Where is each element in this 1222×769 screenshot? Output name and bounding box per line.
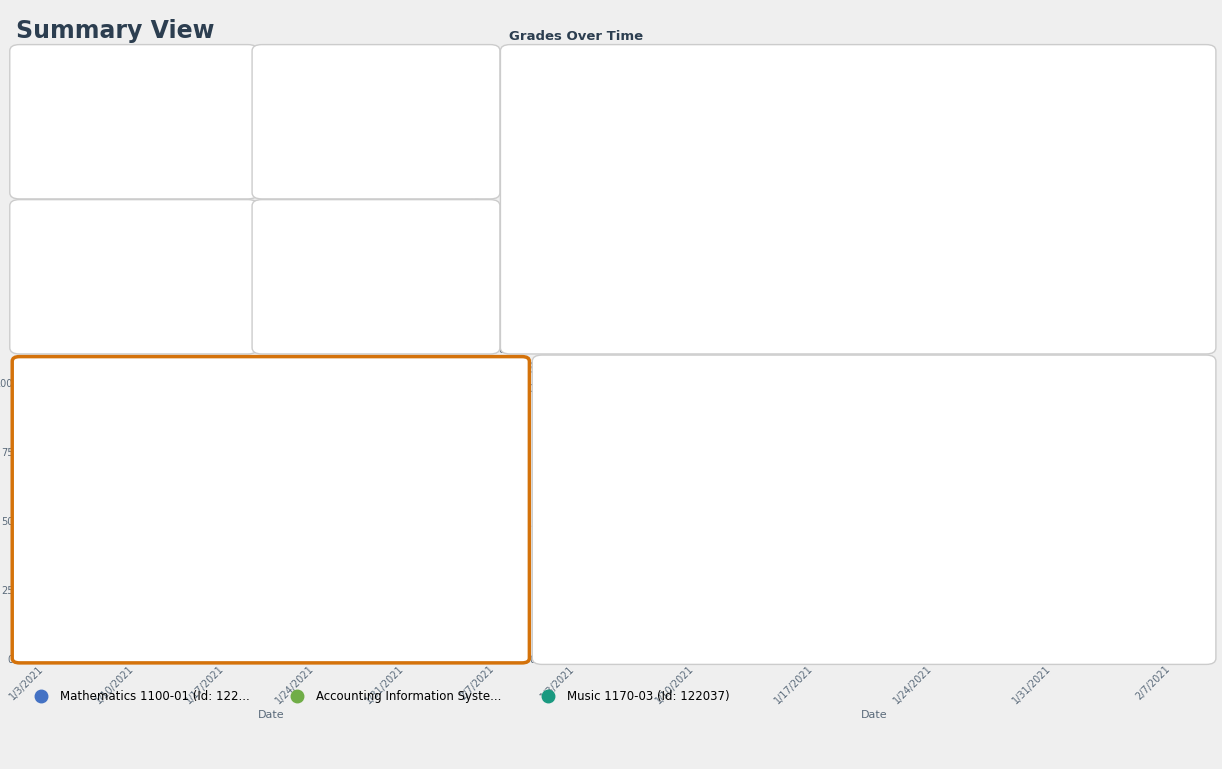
Text: System Access: System Access xyxy=(277,224,375,237)
Y-axis label: Course Access Count: Course Access Count xyxy=(510,454,519,564)
Text: Courses in View: Courses in View xyxy=(34,68,139,82)
X-axis label: Date: Date xyxy=(258,711,284,721)
Text: days since the learner last: days since the learner last xyxy=(330,269,468,279)
Text: Overdue Assignments: Overdue Assignments xyxy=(34,224,180,237)
Text: 1: 1 xyxy=(37,269,60,302)
Text: overdue.: overdue. xyxy=(88,295,133,305)
Text: assignments are currently: assignments are currently xyxy=(88,269,225,279)
Text: Course Access Over Time: Course Access Over Time xyxy=(541,341,730,354)
Text: 3: 3 xyxy=(37,114,60,147)
Text: courses returned within: courses returned within xyxy=(88,114,211,124)
Text: Average Grade: Average Grade xyxy=(277,68,375,82)
Text: Summary View: Summary View xyxy=(16,19,214,43)
Text: Content View Over Time: Content View Over Time xyxy=(18,341,199,354)
X-axis label: Date: Date xyxy=(844,400,871,410)
Text: Grades Over Time: Grades Over Time xyxy=(510,30,643,43)
Legend: Mathematics 1100-01 (Id: 122..., Accounting Information Syste..., Music 1170-03 : Mathematics 1100-01 (Id: 122..., Account… xyxy=(24,686,734,708)
Text: results.: results. xyxy=(88,140,126,150)
Text: courses in view.: courses in view. xyxy=(358,140,441,150)
Y-axis label: Current Grade (%): Current Grade (%) xyxy=(472,151,481,247)
Text: 83 %: 83 % xyxy=(279,116,356,145)
Text: accessed the system.: accessed the system. xyxy=(330,295,442,305)
Text: 0: 0 xyxy=(279,269,302,302)
Text: grade averaged from the: grade averaged from the xyxy=(358,114,489,124)
X-axis label: Date: Date xyxy=(860,711,887,721)
